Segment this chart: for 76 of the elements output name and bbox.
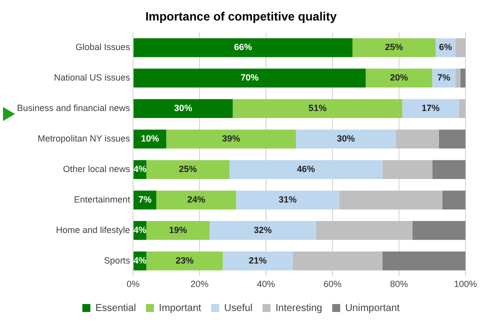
bar bbox=[222, 252, 293, 270]
data-label: 25% bbox=[385, 42, 404, 52]
data-label: 7% bbox=[437, 72, 450, 83]
bar bbox=[146, 252, 223, 270]
data-label: 32% bbox=[254, 224, 272, 235]
data-label: 6% bbox=[439, 42, 452, 52]
bar bbox=[134, 38, 352, 58]
data-label: 20% bbox=[390, 72, 408, 83]
bar bbox=[396, 130, 439, 149]
bar bbox=[382, 252, 466, 270]
bar bbox=[146, 160, 230, 179]
y-tick-label: Home and lifestyle bbox=[56, 224, 130, 235]
data-label: 19% bbox=[168, 224, 187, 235]
bar bbox=[456, 38, 466, 58]
bar bbox=[442, 190, 466, 210]
x-tick-label: 0% bbox=[126, 279, 140, 290]
data-label: 30% bbox=[174, 103, 192, 114]
data-label: 24% bbox=[187, 194, 206, 204]
bar bbox=[316, 221, 412, 240]
x-tick-label: 40% bbox=[257, 279, 276, 290]
data-label: 7% bbox=[138, 194, 152, 204]
data-label: 23% bbox=[176, 255, 194, 266]
bar bbox=[456, 68, 461, 88]
bar bbox=[210, 221, 316, 240]
bar bbox=[134, 99, 233, 118]
y-tick-label: National US issues bbox=[54, 72, 131, 83]
data-label: 4% bbox=[133, 224, 146, 235]
bar bbox=[292, 252, 382, 270]
y-tick-label: Entertainment bbox=[74, 194, 131, 204]
chart-title: Importance of competitive quality bbox=[145, 10, 338, 24]
data-label: 31% bbox=[278, 194, 297, 204]
data-label: 4% bbox=[133, 255, 146, 266]
data-label: 66% bbox=[234, 42, 252, 52]
bar bbox=[236, 190, 340, 210]
legend-label: Important bbox=[158, 302, 202, 314]
x-tick-label: 60% bbox=[324, 279, 342, 290]
bar bbox=[382, 160, 432, 179]
x-tick-label: 20% bbox=[190, 279, 209, 290]
data-label: 17% bbox=[422, 103, 440, 114]
legend-label: Interesting bbox=[276, 302, 322, 314]
bar bbox=[432, 68, 456, 88]
bar bbox=[352, 38, 436, 58]
data-label: 51% bbox=[308, 103, 327, 114]
bar bbox=[229, 160, 382, 179]
data-label: 70% bbox=[240, 72, 259, 83]
data-label: 39% bbox=[222, 134, 240, 144]
data-label: 46% bbox=[296, 164, 315, 174]
bar bbox=[134, 68, 366, 88]
bar bbox=[339, 190, 442, 210]
bar bbox=[458, 99, 466, 118]
y-tick-label: Metropolitan NY issues bbox=[38, 134, 131, 144]
bar bbox=[412, 221, 466, 240]
data-label: 4% bbox=[133, 164, 146, 174]
bar bbox=[432, 160, 466, 179]
bar bbox=[146, 221, 210, 240]
data-label: 25% bbox=[178, 164, 197, 174]
bar bbox=[460, 68, 466, 88]
bar bbox=[166, 130, 296, 149]
bar bbox=[402, 99, 459, 118]
x-tick-label: 100% bbox=[454, 279, 478, 290]
bar bbox=[438, 130, 466, 149]
data-label: 10% bbox=[140, 134, 159, 144]
legend-label: Useful bbox=[224, 302, 253, 314]
y-tick-label: Global Issues bbox=[76, 42, 131, 52]
data-label: 30% bbox=[336, 134, 355, 144]
data-label: 21% bbox=[248, 255, 267, 266]
bar bbox=[232, 99, 402, 118]
x-tick-label: 80% bbox=[390, 279, 408, 290]
bar bbox=[296, 130, 396, 149]
y-tick-label: Business and financial news bbox=[16, 103, 131, 114]
bar bbox=[156, 190, 236, 210]
legend-label: Unimportant bbox=[345, 302, 400, 314]
bar bbox=[366, 68, 432, 88]
y-tick-label: Other local news bbox=[63, 164, 131, 174]
legend-label: Essential bbox=[95, 302, 136, 314]
y-tick-label: Sports bbox=[104, 255, 131, 266]
